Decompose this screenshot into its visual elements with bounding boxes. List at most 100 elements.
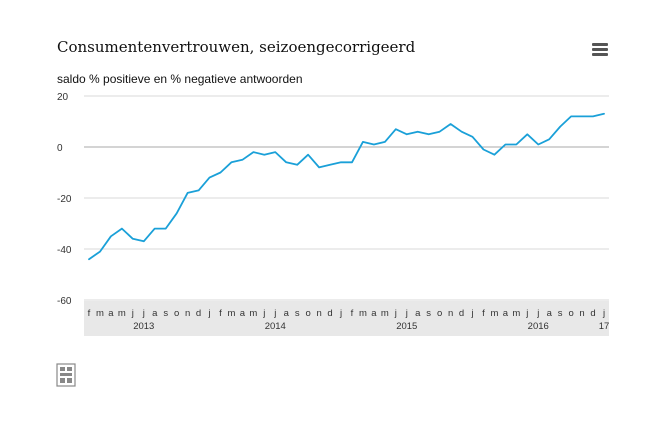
data-point <box>558 125 562 129</box>
x-tick-label: j <box>273 308 276 319</box>
data-point <box>514 142 518 146</box>
data-point <box>317 165 321 169</box>
data-point <box>525 132 529 136</box>
x-tick-label: o <box>568 308 573 319</box>
data-point <box>350 160 354 164</box>
x-tick-label: o <box>174 308 179 319</box>
data-point <box>87 257 91 261</box>
y-tick-label: -20 <box>57 194 72 205</box>
x-tick-label: j <box>602 308 605 319</box>
x-tick-label: o <box>306 308 311 319</box>
x-tick-label: a <box>547 308 553 319</box>
x-tick-label: m <box>381 308 389 319</box>
x-tick-label: a <box>108 308 114 319</box>
series-line <box>88 112 605 261</box>
x-tick-label: j <box>131 308 134 319</box>
x-tick-label: s <box>163 308 168 319</box>
data-point <box>328 163 332 167</box>
hamburger-menu-icon[interactable] <box>592 43 608 57</box>
data-point <box>218 171 222 175</box>
data-point <box>262 153 266 157</box>
data-point <box>427 132 431 136</box>
x-tick-label: j <box>536 308 539 319</box>
data-point <box>503 142 507 146</box>
data-point <box>438 130 442 134</box>
x-tick-label: a <box>284 308 290 319</box>
x-tick-label: n <box>185 308 190 319</box>
x-tick-label: f <box>351 308 354 319</box>
data-point <box>295 163 299 167</box>
x-tick-label: a <box>152 308 158 319</box>
year-label: 2015 <box>396 321 417 332</box>
x-tick-label: f <box>88 308 91 319</box>
data-point <box>383 140 387 144</box>
data-point <box>197 188 201 192</box>
data-point <box>547 137 551 141</box>
data-point <box>492 153 496 157</box>
x-tick-label: m <box>490 308 498 319</box>
x-tick-label: m <box>96 308 104 319</box>
data-point <box>251 150 255 154</box>
x-tick-label: j <box>525 308 528 319</box>
data-point <box>153 227 157 231</box>
y-tick-label: 0 <box>57 143 63 154</box>
x-tick-label: j <box>262 308 265 319</box>
x-tick-label: j <box>142 308 145 319</box>
x-tick-label: f <box>219 308 222 319</box>
x-tick-label: j <box>405 308 408 319</box>
data-point <box>372 142 376 146</box>
x-tick-label: s <box>426 308 431 319</box>
x-tick-label: a <box>371 308 377 319</box>
year-label: 2016 <box>528 321 549 332</box>
x-tick-label: j <box>394 308 397 319</box>
data-point <box>306 153 310 157</box>
x-tick-label: n <box>316 308 321 319</box>
data-point <box>394 127 398 131</box>
x-tick-label: o <box>437 308 442 319</box>
chart-subtitle: saldo % positieve en % negatieve antwoor… <box>57 72 303 86</box>
data-point <box>416 130 420 134</box>
x-tick-label: s <box>295 308 300 319</box>
data-point <box>208 176 212 180</box>
x-tick-label: m <box>118 308 126 319</box>
x-tick-label: n <box>448 308 453 319</box>
data-point <box>273 150 277 154</box>
data-point <box>471 135 475 139</box>
x-tick-label: s <box>558 308 563 319</box>
data-point <box>142 239 146 243</box>
x-tick-label: m <box>249 308 257 319</box>
chart-title: Consumentenvertrouwen, seizoengecorrigee… <box>57 38 416 56</box>
x-tick-label: a <box>240 308 246 319</box>
x-tick-label: m <box>359 308 367 319</box>
y-tick-label: 20 <box>57 92 69 103</box>
data-point <box>536 142 540 146</box>
data-point <box>361 140 365 144</box>
data-point <box>164 227 168 231</box>
data-point <box>602 112 606 116</box>
x-tick-label: m <box>512 308 520 319</box>
data-point <box>240 158 244 162</box>
data-point <box>98 250 102 254</box>
cbs-logo-icon <box>56 363 76 387</box>
y-tick-label: -40 <box>57 245 72 256</box>
data-point <box>109 234 113 238</box>
data-point <box>405 132 409 136</box>
year-label: 2013 <box>133 321 154 332</box>
data-point <box>591 114 595 118</box>
data-point <box>569 114 573 118</box>
data-point <box>460 130 464 134</box>
data-point <box>284 160 288 164</box>
x-tick-label: j <box>339 308 342 319</box>
data-point <box>175 211 179 215</box>
x-tick-label: d <box>590 308 595 319</box>
x-tick-label: d <box>459 308 464 319</box>
x-tick-label: d <box>327 308 332 319</box>
x-tick-label: m <box>227 308 235 319</box>
x-tick-label: j <box>207 308 210 319</box>
y-tick-label: -60 <box>57 296 72 307</box>
year-label: 2014 <box>265 321 286 332</box>
year-label: 17 <box>599 321 610 332</box>
x-tick-label: a <box>503 308 509 319</box>
data-point <box>449 122 453 126</box>
